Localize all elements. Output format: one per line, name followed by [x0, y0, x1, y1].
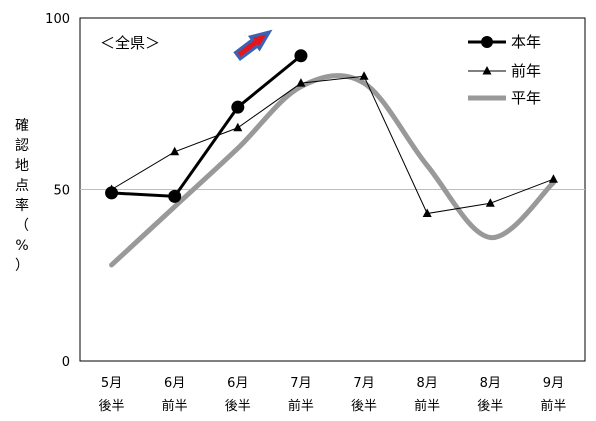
x-tick-bottom-3: 前半	[288, 398, 314, 414]
y-tick-50: 50	[53, 184, 70, 199]
series-line-1	[111, 75, 554, 215]
y-tick-0: 0	[62, 355, 70, 370]
point-1-6	[485, 198, 495, 207]
point-1-4	[359, 71, 369, 80]
point-0-3	[294, 49, 308, 63]
x-tick-top-3: 7月	[290, 376, 311, 391]
series-0	[105, 49, 308, 203]
legend-marker-0	[481, 36, 493, 48]
y-axis-label: 確認地点率（%）	[15, 118, 29, 274]
point-0-1	[168, 189, 182, 203]
x-tick-top-0: 5月	[101, 376, 122, 391]
series-2	[109, 73, 556, 268]
x-tick-top-4: 7月	[353, 376, 374, 391]
legend-label-2: 平年	[511, 89, 541, 107]
legend-marker-1	[482, 66, 492, 75]
x-tick-bottom-7: 前半	[540, 398, 566, 414]
x-tick-bottom-4: 後半	[351, 399, 377, 414]
x-tick-bottom-0: 後半	[99, 399, 125, 414]
trend-arrow	[233, 29, 273, 62]
point-1-2	[233, 122, 243, 132]
x-tick-bottom-6: 後半	[477, 399, 503, 414]
legend-label-1: 前年	[511, 62, 541, 80]
inset-label: ＜全県＞	[100, 34, 160, 52]
point-0-2	[231, 100, 245, 114]
legend-label-0: 本年	[511, 33, 541, 51]
point-0-0	[105, 186, 119, 200]
point-1-3	[296, 78, 306, 87]
x-tick-bottom-5: 前半	[414, 398, 440, 414]
x-tick-top-1: 6月	[164, 376, 185, 391]
x-tick-top-2: 6月	[227, 376, 248, 391]
x-tick-top-5: 8月	[417, 376, 438, 391]
series-line-0	[111, 54, 302, 198]
x-tick-top-6: 8月	[480, 376, 501, 391]
point-1-5	[422, 208, 432, 218]
x-tick-bottom-2: 後半	[225, 399, 251, 414]
point-1-1	[170, 146, 180, 156]
x-tick-bottom-1: 前半	[162, 398, 188, 414]
series-1	[107, 71, 558, 218]
series-line-2	[109, 73, 556, 268]
point-1-7	[548, 174, 558, 183]
y-tick-100: 100	[45, 12, 70, 27]
x-tick-top-7: 9月	[543, 376, 564, 391]
